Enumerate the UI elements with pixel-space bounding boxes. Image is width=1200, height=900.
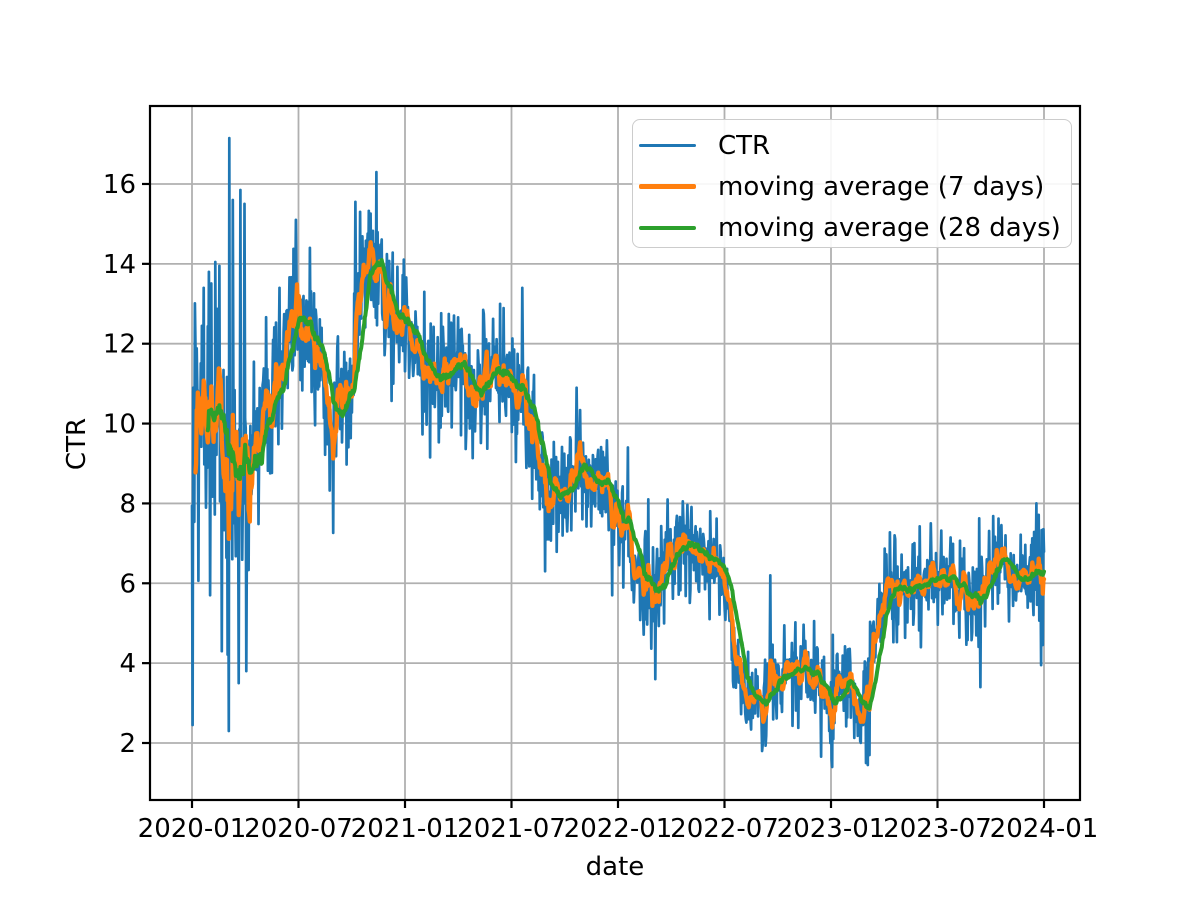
ma28-series-line — [205, 258, 1046, 711]
x-tick-label: 2022-07 — [670, 814, 779, 844]
axes-spines — [148, 104, 1082, 802]
y-tick-label: 10 — [103, 410, 136, 440]
legend-line-swatch — [639, 184, 696, 189]
x-tick-label: 2021-01 — [351, 814, 460, 844]
x-tick-label: 2022-01 — [564, 814, 673, 844]
legend-item-ctr: CTR — [639, 125, 1071, 166]
y-tick-label: 2 — [119, 729, 136, 759]
legend: CTR moving average (7 days) moving average… — [632, 119, 1072, 248]
legend-line-swatch — [639, 144, 696, 147]
x-tick-label: 2024-01 — [990, 814, 1099, 844]
x-tick-label: 2023-01 — [777, 814, 886, 844]
y-tick-label: 4 — [119, 649, 136, 679]
legend-label: moving average (28 days) — [718, 212, 1061, 243]
y-tick-label: 16 — [103, 170, 136, 200]
x-tick-label: 2020-07 — [244, 814, 353, 844]
legend-item-ma7: moving average (7 days) — [639, 166, 1071, 207]
y-tick-label: 8 — [119, 489, 136, 519]
x-axis-title: date — [585, 852, 645, 882]
x-tick-label: 2020-01 — [138, 814, 247, 844]
x-tick-label: 2023-07 — [883, 814, 992, 844]
legend-label: CTR — [718, 130, 771, 161]
y-tick-label: 14 — [103, 250, 136, 280]
y-tick-label: 12 — [103, 330, 136, 360]
legend-label: moving average (7 days) — [718, 171, 1045, 202]
legend-line-swatch — [639, 225, 696, 230]
legend-item-ma28: moving average (28 days) — [639, 207, 1071, 248]
ma7-series-line — [193, 240, 1047, 730]
y-tick-label: 6 — [119, 569, 136, 599]
y-axis-title: CTR — [62, 417, 92, 471]
x-tick-label: 2021-07 — [457, 814, 566, 844]
